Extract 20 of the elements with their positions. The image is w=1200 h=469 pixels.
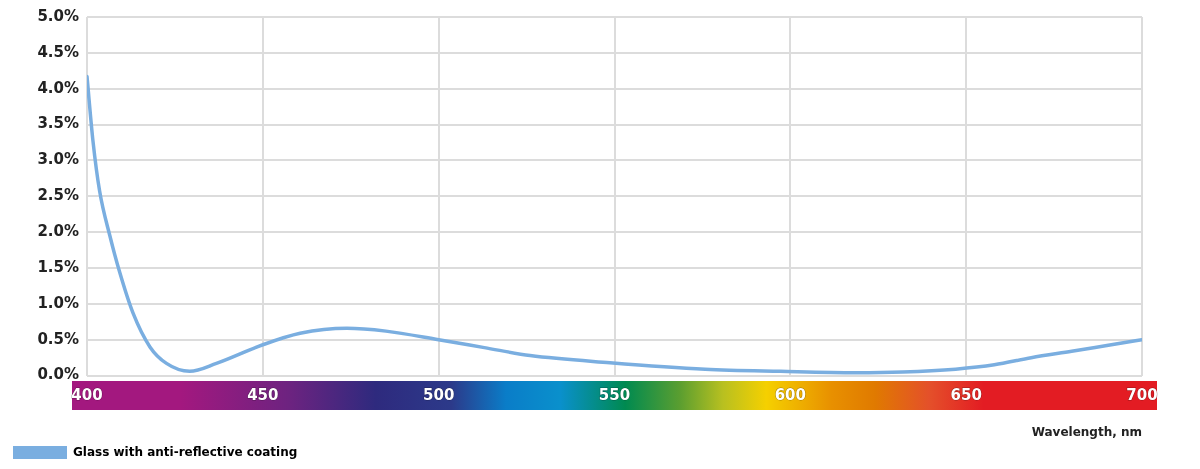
x-tick-label: 600 xyxy=(774,386,806,405)
x-tick-label: 650 xyxy=(950,386,982,405)
x-tick-label: 700 xyxy=(1126,386,1158,405)
x-tick-label: 450 xyxy=(247,386,279,405)
y-tick-label: 2.0% xyxy=(37,222,79,241)
y-tick-label: 5.0% xyxy=(37,6,79,25)
y-tick-label: 4.0% xyxy=(37,78,79,97)
y-tick-label: 1.0% xyxy=(37,293,79,312)
y-tick-label: 0.5% xyxy=(37,329,79,348)
x-tick-label: 550 xyxy=(598,386,631,405)
legend-label: Glass with anti-reflective coating xyxy=(73,444,298,459)
y-tick-label: 4.5% xyxy=(37,42,79,61)
y-tick-label: 3.5% xyxy=(37,114,79,133)
y-tick-label: 2.5% xyxy=(37,186,79,205)
x-tick-label: 400 xyxy=(71,386,103,405)
y-tick-label: 3.0% xyxy=(37,150,79,169)
x-tick-label: 500 xyxy=(423,386,455,405)
y-tick-label: 0.0% xyxy=(37,365,79,384)
x-axis-title: Wavelength, nm xyxy=(1031,424,1142,439)
y-tick-label: 1.5% xyxy=(37,257,79,276)
